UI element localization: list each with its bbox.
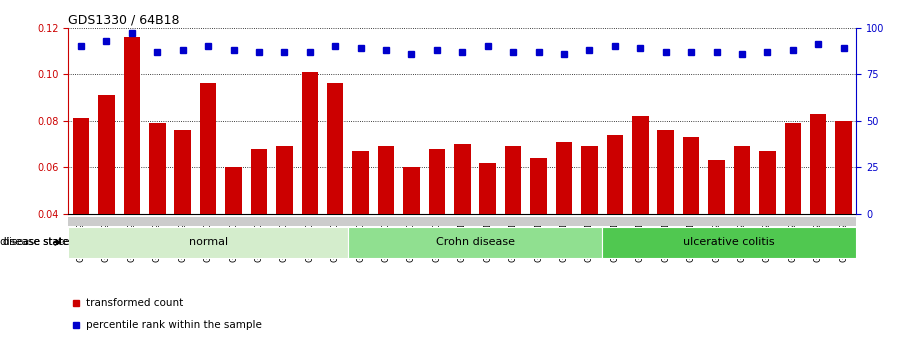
Bar xyxy=(505,146,521,307)
Text: ulcerative colitis: ulcerative colitis xyxy=(683,237,775,247)
Bar xyxy=(302,72,318,307)
Bar xyxy=(378,146,394,307)
Text: normal: normal xyxy=(189,237,228,247)
Bar xyxy=(759,151,775,307)
Bar xyxy=(784,123,801,307)
Text: Crohn disease: Crohn disease xyxy=(435,237,515,247)
Bar xyxy=(327,83,343,307)
Text: disease state: disease state xyxy=(4,237,68,247)
Bar xyxy=(404,167,420,307)
Bar xyxy=(810,114,826,307)
Bar xyxy=(98,95,115,307)
Text: transformed count: transformed count xyxy=(86,298,183,308)
Bar xyxy=(200,83,217,307)
Bar xyxy=(733,146,751,307)
Bar xyxy=(607,135,623,307)
Bar xyxy=(708,160,725,307)
Bar xyxy=(174,130,191,307)
Bar xyxy=(149,123,166,307)
Bar xyxy=(454,144,471,307)
Bar xyxy=(683,137,700,307)
Text: disease state: disease state xyxy=(0,237,69,247)
Bar xyxy=(602,227,856,258)
Bar xyxy=(556,142,572,307)
Bar xyxy=(73,118,89,307)
Bar xyxy=(530,158,547,307)
Bar xyxy=(479,162,496,307)
Bar xyxy=(68,227,348,258)
Bar xyxy=(429,149,445,307)
Bar xyxy=(124,37,140,307)
Bar xyxy=(835,121,852,307)
Text: GDS1330 / 64B18: GDS1330 / 64B18 xyxy=(68,13,179,27)
Bar xyxy=(251,149,267,307)
Bar xyxy=(276,146,292,307)
Bar xyxy=(658,130,674,307)
Bar xyxy=(225,167,241,307)
Bar xyxy=(348,227,602,258)
Bar xyxy=(581,146,598,307)
Text: percentile rank within the sample: percentile rank within the sample xyxy=(86,319,261,329)
Bar xyxy=(353,151,369,307)
Bar xyxy=(632,116,649,307)
